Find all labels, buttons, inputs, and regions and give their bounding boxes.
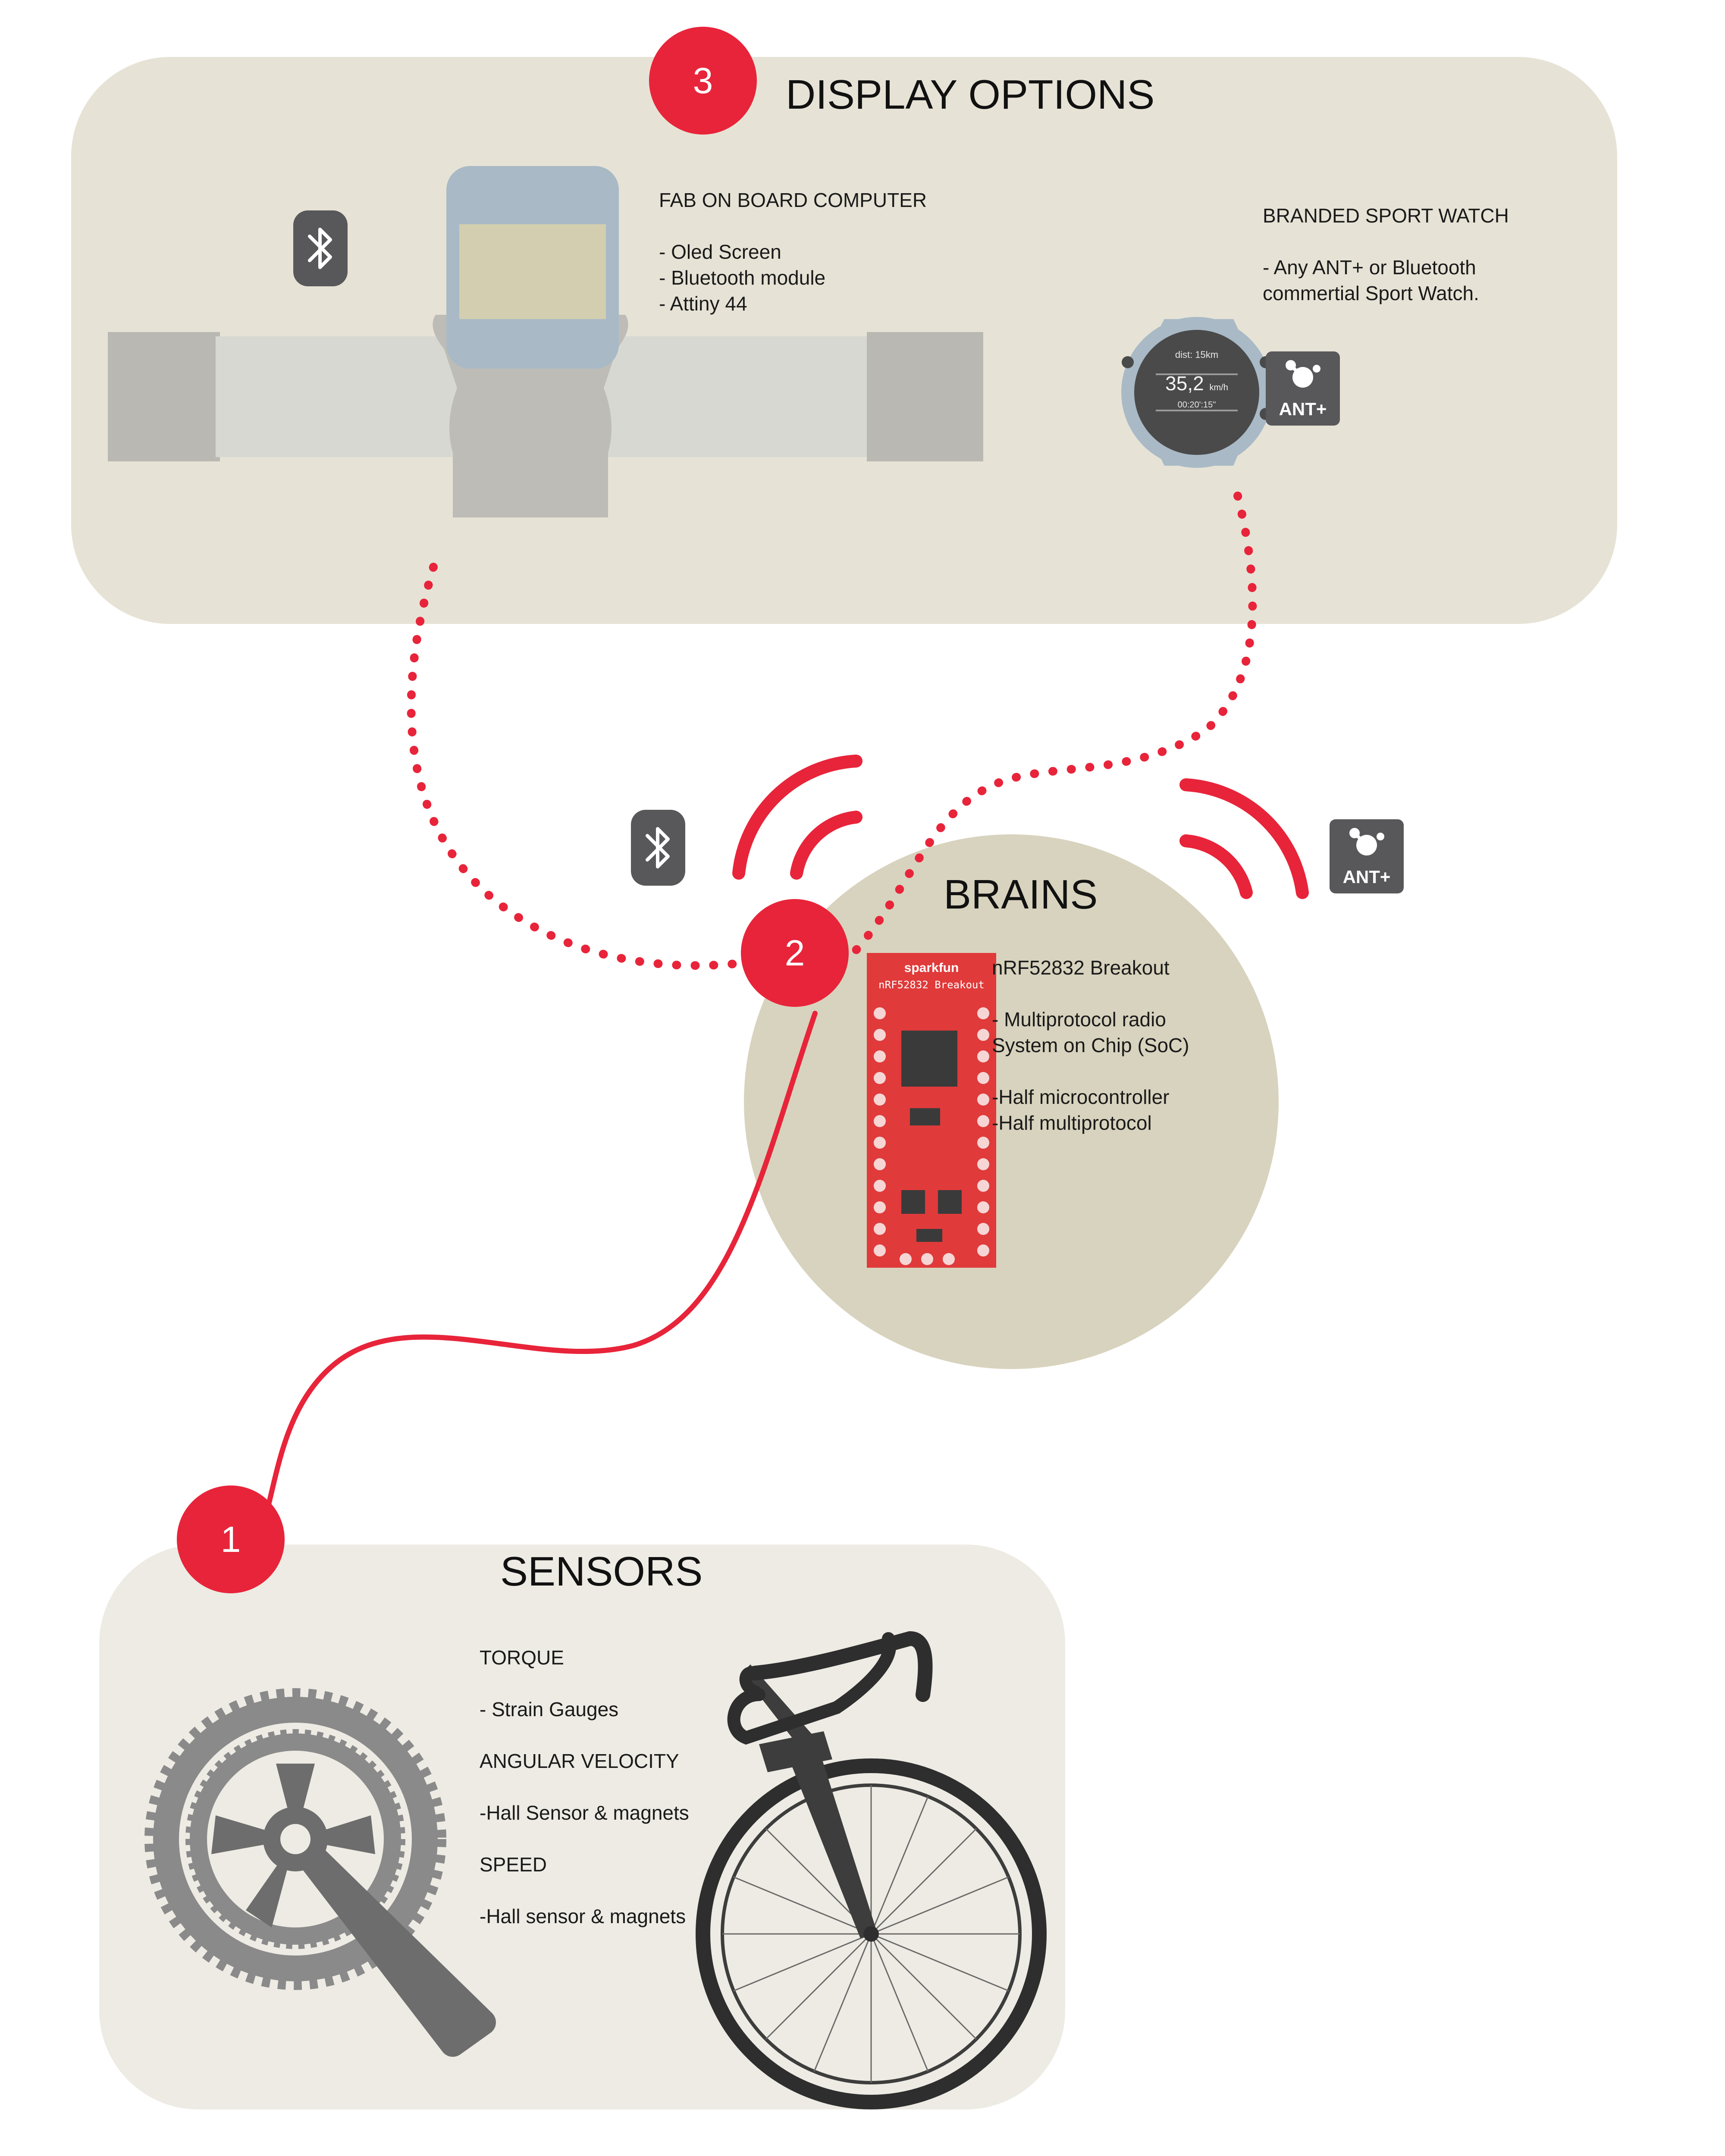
bluetooth-icon: [293, 210, 348, 286]
step-2-badge: 2: [741, 899, 849, 1007]
sensor-angular-heading: ANGULAR VELOCITY: [480, 1750, 679, 1772]
wire-brains-sensors: [256, 1011, 818, 1538]
onboard-computer-text: FAB ON BOARD COMPUTER - Oled Screen - Bl…: [659, 187, 927, 317]
step-3-badge: 3: [649, 27, 757, 135]
sport-watch-text: BRANDED SPORT WATCH - Any ANT+ or Blueto…: [1263, 203, 1509, 306]
onboard-computer-item: - Bluetooth module: [659, 266, 826, 289]
watch-speed: 35,2: [1165, 372, 1204, 395]
sport-watch-line: commertial Sport Watch.: [1263, 282, 1479, 304]
nrf52832-board: [867, 953, 996, 1268]
sensor-speed-item: -Hall sensor & magnets: [480, 1905, 686, 1927]
bluetooth-icon: [631, 810, 685, 886]
brains-board-heading: nRF52832 Breakout: [992, 956, 1170, 979]
watch-speed-unit: km/h: [1209, 383, 1228, 392]
handlebar-illustration: [108, 166, 983, 517]
board-pins: [874, 1007, 989, 1265]
board-brand-label: sparkfun: [904, 961, 959, 975]
sensor-angular-item: -Hall Sensor & magnets: [480, 1802, 689, 1824]
onboard-computer-item: - Attiny 44: [659, 292, 747, 315]
bicycle-front-illustration: [696, 1631, 1047, 2109]
radio-waves-right: [1179, 778, 1309, 899]
radio-waves-left: [732, 755, 862, 880]
dotted-link-computer: [407, 563, 759, 970]
dotted-link-watch: [841, 492, 1257, 966]
sensor-torque-heading: TORQUE: [480, 1646, 564, 1669]
brains-line: -Half microcontroller: [992, 1086, 1170, 1108]
sport-watch-line: - Any ANT+ or Bluetooth: [1263, 256, 1476, 279]
sensors-title: SENSORS: [500, 1548, 703, 1595]
sensor-torque-item: - Strain Gauges: [480, 1698, 619, 1720]
brains-text: nRF52832 Breakout - Multiprotocol radio …: [992, 955, 1189, 1136]
sensors-text: TORQUE - Strain Gauges ANGULAR VELOCITY …: [480, 1645, 689, 1929]
ant-plus-icon: ANT+: [1330, 819, 1404, 893]
brains-line: - Multiprotocol radio: [992, 1008, 1166, 1031]
onboard-computer-heading: FAB ON BOARD COMPUTER: [659, 189, 927, 211]
ant-plus-label: ANT+: [1279, 399, 1327, 419]
watch-time: 00:20':15": [1177, 400, 1216, 410]
ant-plus-icon: ANT+: [1266, 351, 1340, 426]
brains-title: BRAINS: [944, 871, 1098, 918]
sensor-speed-heading: SPEED: [480, 1853, 547, 1876]
sport-watch-illustration: [1121, 317, 1272, 468]
watch-speed-readout: 35,2 km/h: [1147, 372, 1246, 395]
chainring-illustration: [144, 1688, 496, 2057]
brains-line: -Half multiprotocol: [992, 1112, 1152, 1134]
board-name-label: nRF52832 Breakout: [878, 979, 985, 991]
sport-watch-heading: BRANDED SPORT WATCH: [1263, 204, 1509, 227]
watch-distance: dist: 15km: [1175, 349, 1219, 360]
onboard-computer-item: - Oled Screen: [659, 241, 781, 263]
display-options-title: DISPLAY OPTIONS: [786, 72, 1155, 118]
brains-line: System on Chip (SoC): [992, 1034, 1189, 1056]
ant-plus-label: ANT+: [1342, 867, 1391, 887]
step-1-badge: 1: [177, 1485, 285, 1593]
